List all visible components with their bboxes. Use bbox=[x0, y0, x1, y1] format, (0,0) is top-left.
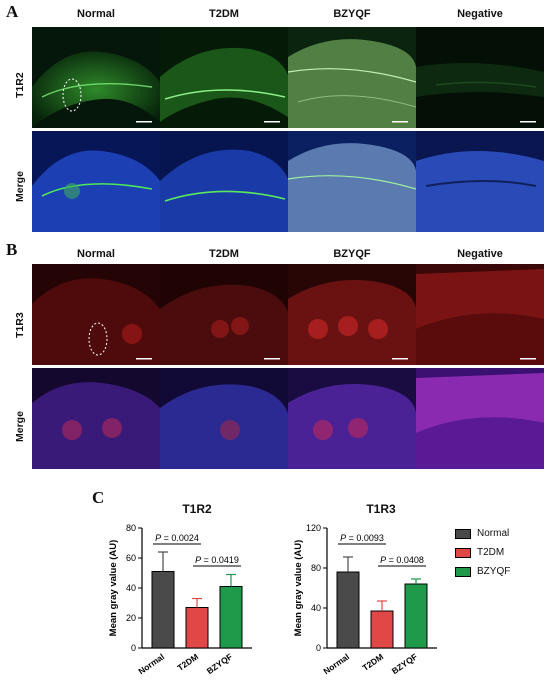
row-label-merge-b: Merge bbox=[14, 411, 26, 442]
col-head-normal-b: Normal bbox=[77, 248, 115, 260]
row-label-t1r2: T1R2 bbox=[14, 72, 26, 98]
micrograph-merge-b-negative bbox=[416, 368, 544, 469]
chart-title-t1r2: T1R2 bbox=[182, 502, 212, 516]
col-head-negative-b: Negative bbox=[457, 248, 503, 260]
y-tick-label: 40 bbox=[311, 603, 321, 613]
micrograph-t1r2-normal bbox=[32, 27, 160, 128]
micrograph-merge-a-bzyqf bbox=[288, 131, 416, 232]
micrograph-t1r3-negative bbox=[416, 264, 544, 365]
legend: Normal T2DM BZYQF bbox=[455, 528, 510, 577]
bar bbox=[404, 583, 428, 649]
row-label-t1r3: T1R3 bbox=[14, 312, 26, 338]
micrograph-t1r2-t2dm bbox=[160, 27, 288, 128]
y-tick-label: 120 bbox=[306, 523, 321, 533]
col-head-normal-a: Normal bbox=[77, 8, 115, 20]
y-tick-label: 40 bbox=[126, 583, 136, 593]
x-tick-label: BZYQF bbox=[205, 651, 234, 676]
x-tick-label: Normal bbox=[136, 651, 166, 676]
y-tick-label: 0 bbox=[316, 643, 321, 653]
legend-swatch bbox=[455, 566, 471, 577]
micrograph-merge-a-normal bbox=[32, 131, 160, 232]
legend-label: BZYQF bbox=[477, 566, 511, 577]
p-value-label: P = 0.0408 bbox=[380, 555, 424, 565]
micrograph-merge-b-normal bbox=[32, 368, 160, 469]
p-value-label: P = 0.0093 bbox=[340, 533, 384, 543]
y-axis-label: Mean gray value (AU) bbox=[108, 540, 119, 637]
micrograph-t1r3-bzyqf bbox=[288, 264, 416, 365]
micrograph-merge-b-t2dm bbox=[160, 368, 288, 469]
y-tick-label: 80 bbox=[126, 523, 136, 533]
x-tick-label: BZYQF bbox=[390, 651, 419, 676]
panel-b-letter: B bbox=[6, 240, 18, 259]
legend-label: T2DM bbox=[477, 547, 505, 558]
y-tick-label: 80 bbox=[311, 563, 321, 573]
legend-swatch bbox=[455, 547, 471, 558]
micrograph-merge-a-negative bbox=[416, 131, 544, 232]
panel-c-letter: C bbox=[92, 488, 105, 507]
x-tick-label: Normal bbox=[321, 651, 351, 676]
y-axis-label: Mean gray value (AU) bbox=[293, 540, 304, 637]
dashed-ellipse-marker bbox=[62, 78, 82, 112]
col-head-t2dm-a: T2DM bbox=[209, 8, 239, 20]
micrograph-t1r2-bzyqf bbox=[288, 27, 416, 128]
p-value-label: P = 0.0419 bbox=[195, 555, 239, 565]
legend-item-t2dm: T2DM bbox=[455, 547, 510, 558]
micrograph-merge-a-t2dm bbox=[160, 131, 288, 232]
legend-label: Normal bbox=[477, 528, 510, 539]
bar-chart-t1r2: 0 20 40 60 80 Mean gray value (AU) Normal T2DM B… bbox=[108, 523, 252, 676]
dashed-ellipse-marker bbox=[88, 322, 108, 356]
col-head-negative-a: Negative bbox=[457, 8, 503, 20]
legend-swatch bbox=[455, 528, 471, 539]
bar bbox=[370, 610, 394, 649]
col-head-bzyqf-a: BZYQF bbox=[333, 8, 371, 20]
legend-item-normal: Normal bbox=[455, 528, 510, 539]
chart-title-t1r3: T1R3 bbox=[366, 502, 396, 516]
y-tick-label: 20 bbox=[126, 613, 136, 623]
row-label-merge-a: Merge bbox=[14, 171, 26, 202]
legend-item-bzyqf: BZYQF bbox=[455, 566, 510, 577]
x-tick-label: T2DM bbox=[360, 651, 385, 672]
micrograph-t1r3-t2dm bbox=[160, 264, 288, 365]
micrograph-t1r3-normal bbox=[32, 264, 160, 365]
col-head-t2dm-b: T2DM bbox=[209, 248, 239, 260]
p-value-label: P = 0.0024 bbox=[155, 533, 199, 543]
x-tick-label: T2DM bbox=[175, 651, 200, 672]
bar bbox=[336, 571, 360, 649]
bar bbox=[151, 571, 175, 649]
bar bbox=[185, 607, 209, 649]
bar bbox=[219, 586, 243, 649]
y-tick-label: 0 bbox=[131, 643, 136, 653]
col-head-bzyqf-b: BZYQF bbox=[333, 248, 371, 260]
micrograph-t1r2-negative bbox=[416, 27, 544, 128]
panel-a-letter: A bbox=[6, 2, 19, 21]
y-tick-label: 60 bbox=[126, 553, 136, 563]
micrograph-merge-b-bzyqf bbox=[288, 368, 416, 469]
